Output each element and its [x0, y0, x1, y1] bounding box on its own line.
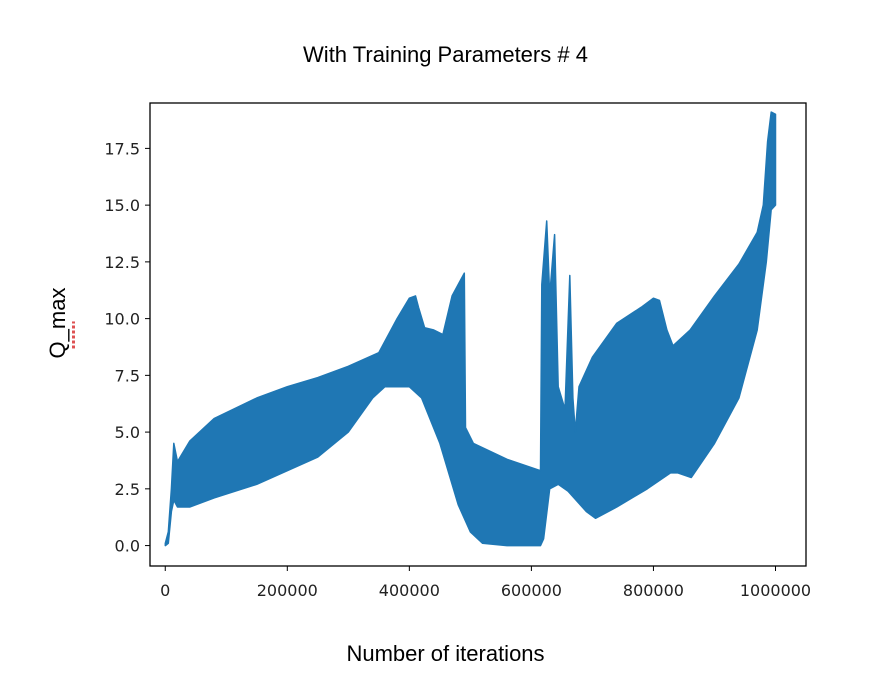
y-axis-label: Q_max: [45, 287, 70, 359]
y-tick-label: 17.5: [104, 139, 140, 158]
y-tick-label: 2.5: [115, 480, 140, 499]
x-axis-label: Number of iterations: [346, 641, 545, 666]
y-tick-label: 7.5: [115, 366, 140, 385]
y-tick-label: 10.0: [104, 310, 140, 329]
y-tick-label: 5.0: [115, 423, 140, 442]
chart-title: With Training Parameters # 4: [303, 42, 588, 67]
y-tick-label: 12.5: [104, 253, 140, 272]
x-tick-label: 800000: [623, 581, 684, 600]
x-tick-label: 1000000: [740, 581, 811, 600]
plot-frame: [149, 102, 807, 567]
y-tick-label: 0.0: [115, 537, 140, 556]
x-tick-label: 400000: [379, 581, 440, 600]
y-tick-label: 15.0: [104, 196, 140, 215]
x-tick-label: 600000: [501, 581, 562, 600]
x-tick-label: 0: [160, 581, 170, 600]
x-tick-label: 200000: [257, 581, 318, 600]
series-band-0: [164, 111, 777, 547]
